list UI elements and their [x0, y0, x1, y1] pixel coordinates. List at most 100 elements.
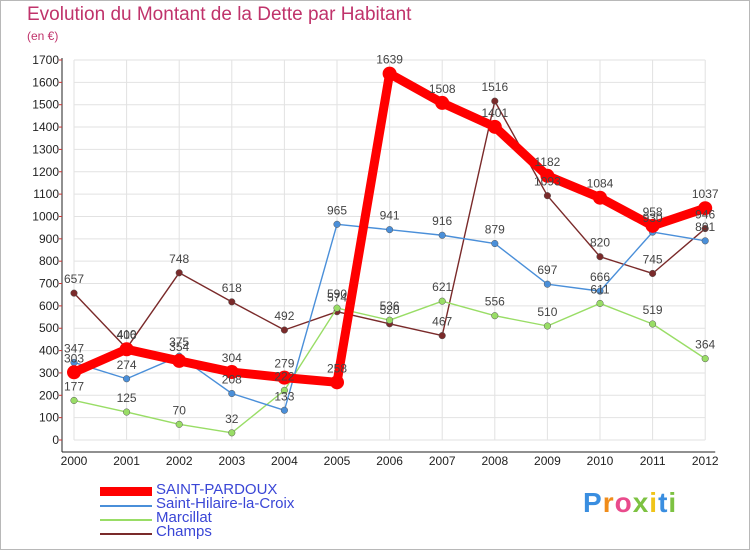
- data-point: [438, 231, 446, 239]
- data-point: [698, 201, 713, 216]
- data-label: 611: [590, 282, 609, 296]
- y-tick-label: 1700: [32, 53, 59, 67]
- data-point: [280, 406, 288, 414]
- data-label: 133: [274, 389, 294, 403]
- data-label: 965: [327, 203, 347, 217]
- data-point: [333, 220, 341, 228]
- data-point: [543, 322, 551, 330]
- data-point: [330, 375, 344, 390]
- data-point: [70, 289, 78, 297]
- data-label: 208: [222, 373, 242, 387]
- data-label: 222: [274, 369, 294, 383]
- data-point: [280, 326, 288, 334]
- y-tick-label: 1200: [32, 165, 59, 179]
- data-label: 406: [117, 328, 137, 342]
- data-point: [438, 332, 446, 340]
- x-tick-label: 2011: [640, 454, 666, 468]
- data-label: 1182: [534, 155, 560, 169]
- data-point: [701, 224, 709, 233]
- data-point: [123, 375, 131, 383]
- data-label: 258: [327, 361, 347, 375]
- data-point: [435, 95, 450, 110]
- brand-letter: t: [658, 487, 669, 518]
- data-label: 274: [117, 358, 137, 372]
- data-label: 946: [695, 208, 715, 222]
- data-label: 590: [327, 287, 347, 301]
- x-tick-label: 2007: [429, 454, 456, 468]
- data-label: 958: [643, 205, 663, 219]
- data-point: [649, 320, 657, 328]
- data-label: 1401: [481, 106, 508, 120]
- data-label: 618: [222, 281, 242, 295]
- data-label: 697: [537, 263, 557, 277]
- data-label: 621: [432, 280, 452, 294]
- data-point: [491, 239, 499, 248]
- x-tick-label: 2000: [61, 454, 88, 468]
- y-tick-label: 400: [39, 344, 59, 358]
- data-label: 1516: [481, 80, 508, 94]
- chart-title: Evolution du Montant de la Dette par Hab…: [27, 4, 412, 25]
- data-label: 556: [485, 295, 505, 309]
- y-tick-label: 100: [39, 411, 59, 425]
- data-label: 930: [643, 211, 663, 225]
- data-label: 520: [380, 303, 400, 317]
- x-tick-label: 2002: [166, 454, 193, 468]
- data-point: [596, 253, 604, 261]
- data-label: 467: [432, 315, 452, 329]
- data-point: [593, 190, 607, 205]
- data-label: 536: [380, 299, 400, 313]
- data-point: [701, 355, 709, 363]
- data-label: 657: [64, 272, 84, 286]
- x-tick-label: 2001: [113, 454, 140, 468]
- y-tick-label: 600: [39, 299, 59, 313]
- y-tick-label: 1000: [32, 209, 59, 223]
- brand-logo: Proxiti: [583, 487, 677, 519]
- x-tick-label: 2012: [692, 454, 719, 468]
- data-point: [175, 269, 183, 277]
- data-point: [228, 298, 236, 306]
- data-label: 879: [485, 223, 505, 237]
- data-label: 125: [117, 391, 137, 405]
- legend-label: Marcillat: [156, 509, 212, 526]
- data-label: 492: [274, 309, 294, 323]
- data-point: [382, 66, 397, 81]
- brand-letter: P: [583, 487, 603, 518]
- data-point: [175, 420, 183, 428]
- data-label: 303: [64, 351, 84, 365]
- y-tick-label: 1500: [32, 98, 59, 112]
- data-point: [438, 297, 446, 305]
- data-point: [701, 237, 709, 245]
- data-point: [540, 168, 555, 183]
- legend-label: Saint-Hilaire-la-Croix: [156, 495, 295, 512]
- y-tick-label: 200: [39, 388, 59, 402]
- y-tick-label: 1100: [33, 187, 59, 201]
- x-tick-label: 2006: [376, 454, 403, 468]
- data-label: 941: [380, 209, 400, 223]
- legend-swatch: [100, 533, 152, 535]
- data-label: 279: [274, 357, 294, 371]
- data-point: [543, 280, 551, 288]
- data-label: 916: [432, 214, 452, 228]
- data-point: [386, 316, 394, 324]
- data-point: [172, 353, 187, 368]
- data-point: [67, 365, 81, 380]
- brand-letter: x: [632, 487, 650, 518]
- data-label: 410: [117, 327, 137, 341]
- y-tick-label: 1400: [32, 120, 59, 134]
- chart-unit: (en €): [27, 29, 59, 43]
- legend-swatch: [100, 487, 152, 496]
- data-label: 177: [64, 379, 84, 393]
- data-point: [119, 342, 134, 357]
- data-point: [280, 386, 288, 394]
- data-label: 347: [64, 341, 84, 355]
- y-tick-label: 1300: [32, 142, 59, 156]
- data-point: [123, 408, 131, 416]
- legend-swatch: [100, 519, 152, 521]
- brand-letter: r: [602, 487, 615, 518]
- data-label: 748: [169, 252, 189, 266]
- legend-swatch: [100, 505, 152, 507]
- data-point: [649, 269, 657, 278]
- y-tick-label: 500: [39, 321, 59, 335]
- data-label: 1037: [692, 187, 719, 201]
